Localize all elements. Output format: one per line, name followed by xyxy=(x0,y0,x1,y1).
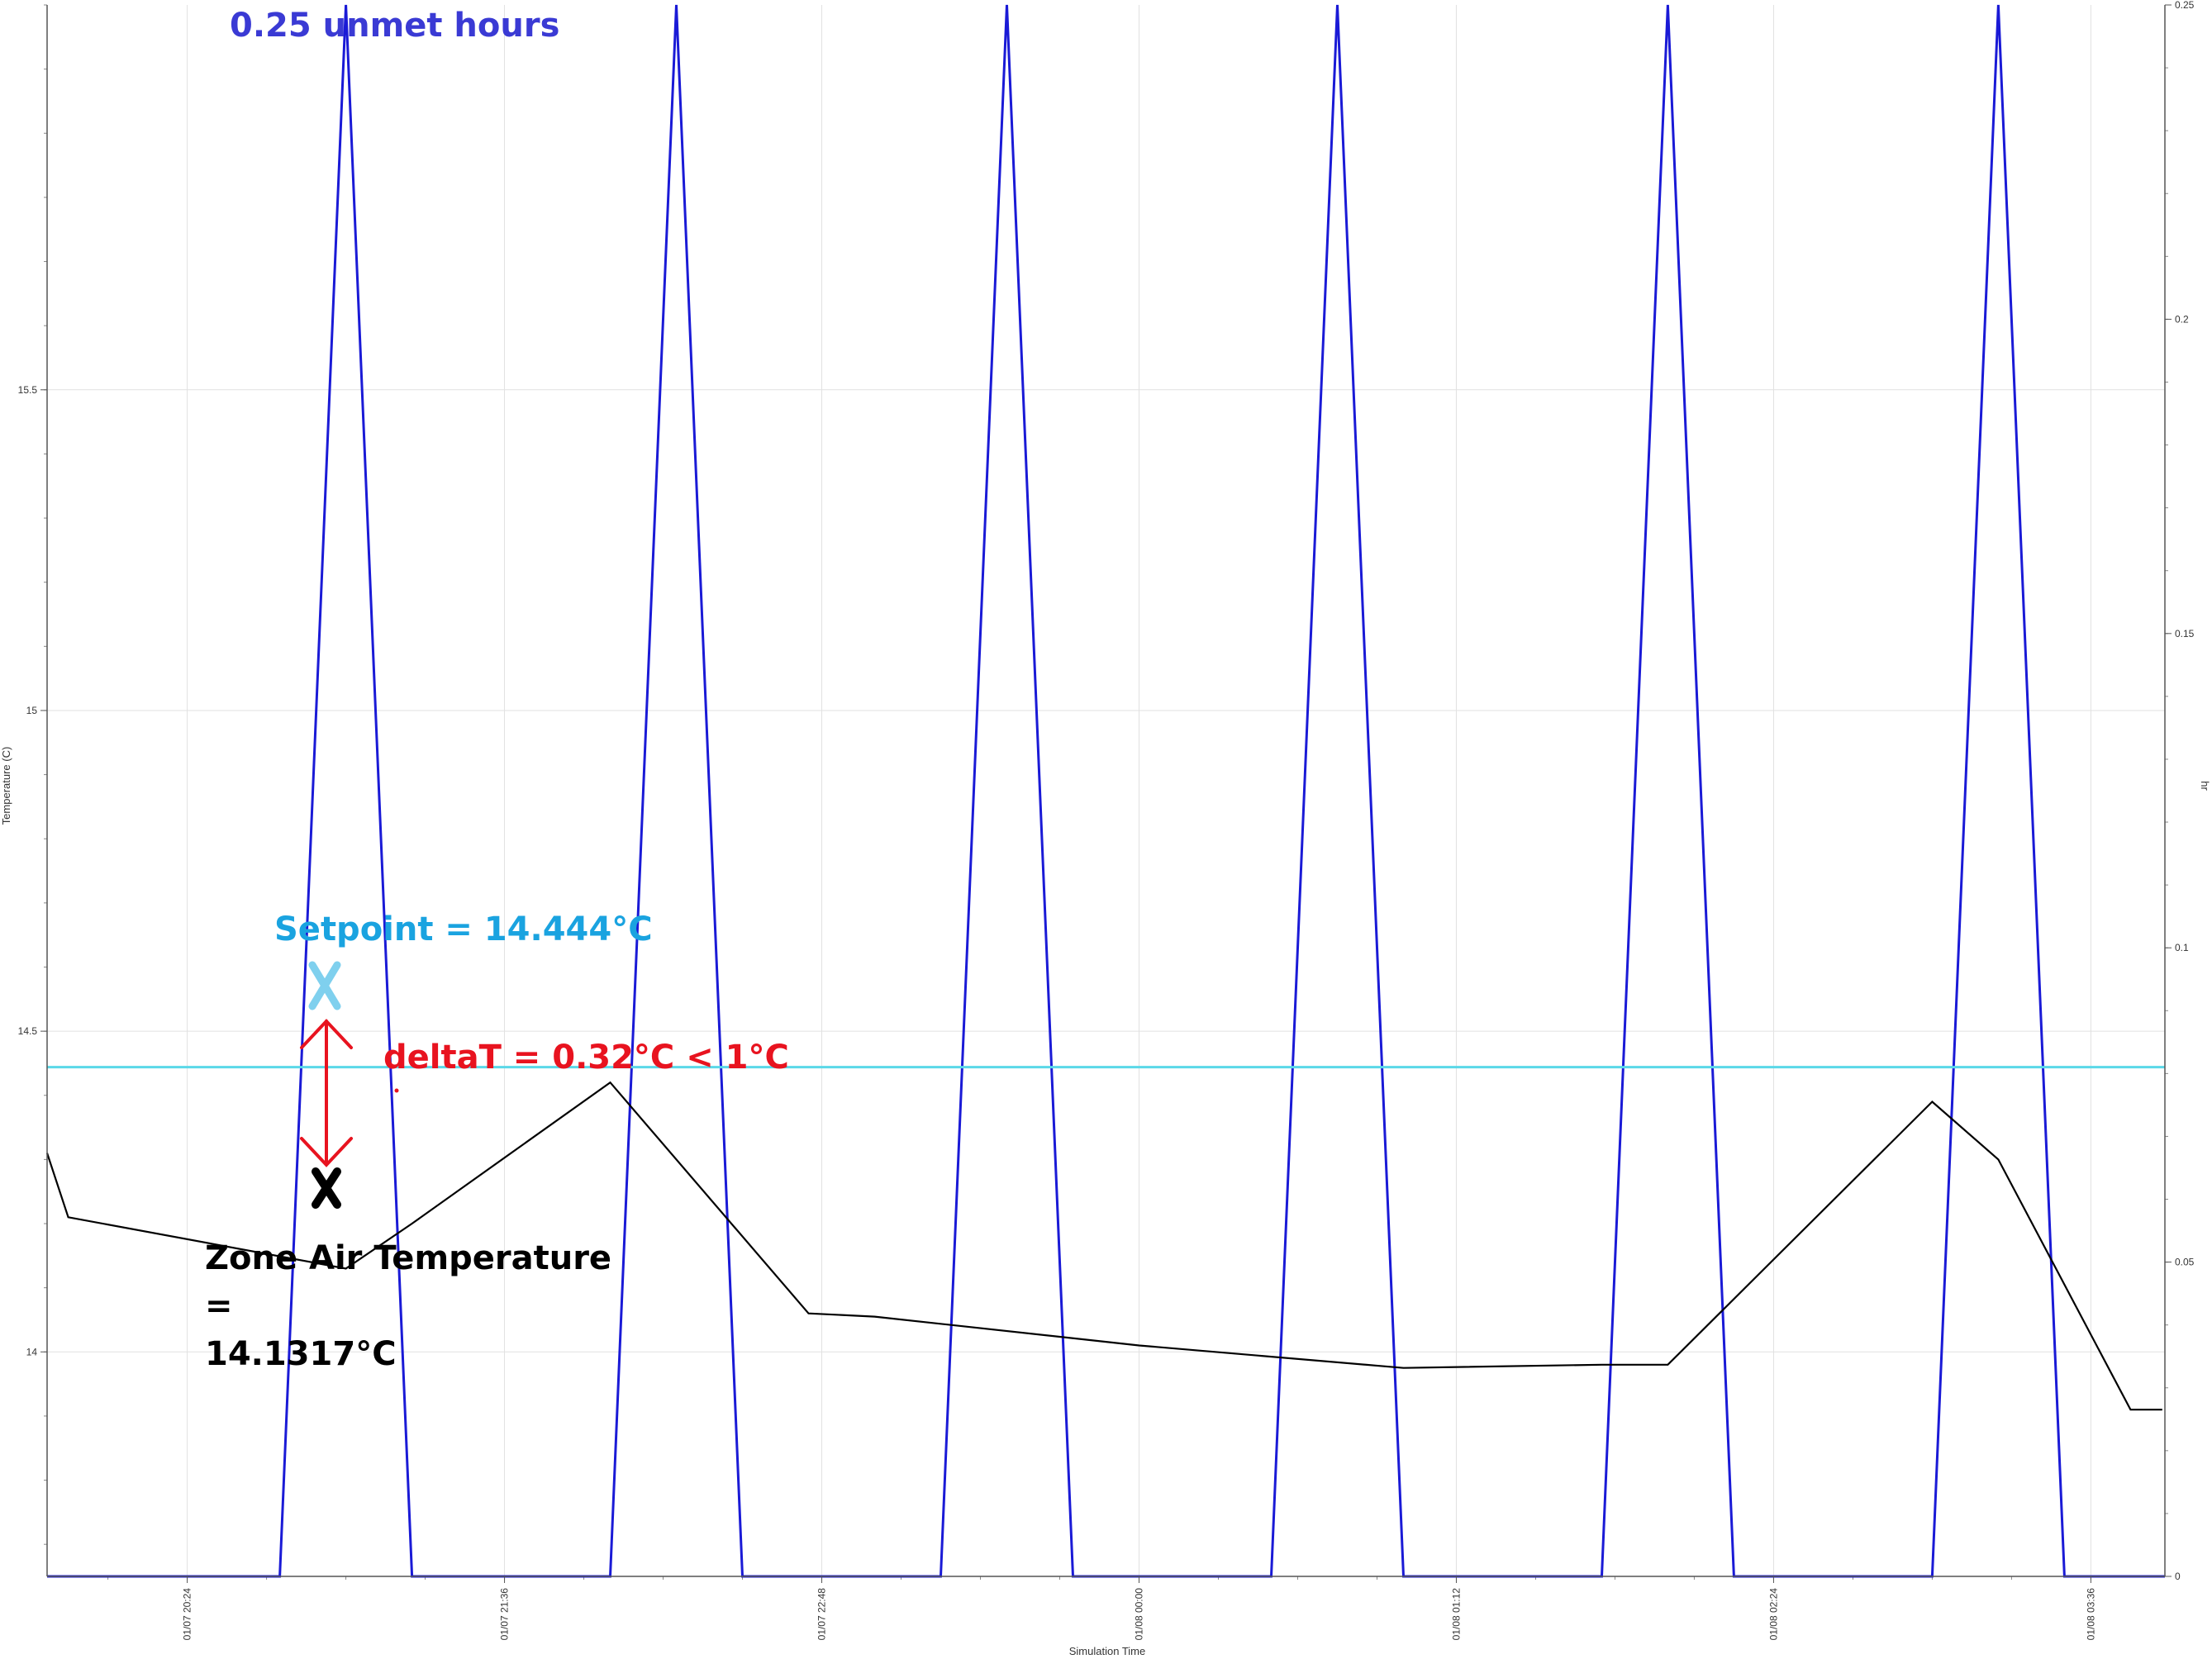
zone-cross-mark xyxy=(312,1167,341,1209)
red-dot xyxy=(394,1088,399,1093)
x-tick-label: 01/07 21:36 xyxy=(499,1588,511,1641)
x-tick-label: 01/08 01:12 xyxy=(1450,1588,1462,1641)
delta-arrow xyxy=(300,1019,353,1167)
y-tick-label: 14.5 xyxy=(18,1025,38,1037)
x-tick-label: 01/07 22:48 xyxy=(816,1588,828,1641)
y2-tick-label: 0.05 xyxy=(2175,1257,2195,1268)
y-tick-label: 14 xyxy=(26,1346,38,1357)
y2-axis-title: hr xyxy=(2199,781,2211,791)
x-tick-label: 01/08 03:36 xyxy=(2085,1588,2096,1641)
tick-labels: 01/07 20:24 01/07 21:36 01/07 22:48 01/08 0… xyxy=(18,0,2195,1640)
y2-tick-label: 0.1 xyxy=(2175,942,2189,953)
grid-lines xyxy=(47,5,2165,1576)
axes xyxy=(40,4,2172,1583)
y2-tick-label: 0.2 xyxy=(2175,313,2189,325)
x-tick-label: 01/08 02:24 xyxy=(1767,1588,1779,1641)
y-tick-label: 15.5 xyxy=(18,384,38,396)
x-axis-title: Simulation Time xyxy=(1069,1645,1145,1657)
setpoint-cross-mark xyxy=(308,961,341,1010)
delta-annotation: deltaT = 0.32°C < 1°C xyxy=(383,1039,789,1077)
unmet-hours-annotation: 0.25 unmet hours xyxy=(230,7,559,45)
y2-tick-label: 0.15 xyxy=(2175,628,2195,639)
y2-tick-label: 0.25 xyxy=(2175,0,2195,11)
y-tick-label: 15 xyxy=(26,705,38,716)
zone-temp-annotation-line3: 14.1317°C xyxy=(205,1335,397,1373)
x-tick-label: 01/08 00:00 xyxy=(1133,1588,1144,1641)
x-tick-label: 01/07 20:24 xyxy=(182,1588,193,1641)
y-axis-title: Temperature (C) xyxy=(0,747,12,825)
zone-temp-annotation-line2: = xyxy=(205,1287,233,1325)
zone-air-temperature-series-line xyxy=(45,1081,2162,1411)
y2-tick-label: 0 xyxy=(2175,1571,2181,1582)
setpoint-annotation: Setpoint = 14.444°C xyxy=(274,910,653,948)
zone-temp-annotation-line1: Zone Air Temperature xyxy=(205,1239,611,1277)
